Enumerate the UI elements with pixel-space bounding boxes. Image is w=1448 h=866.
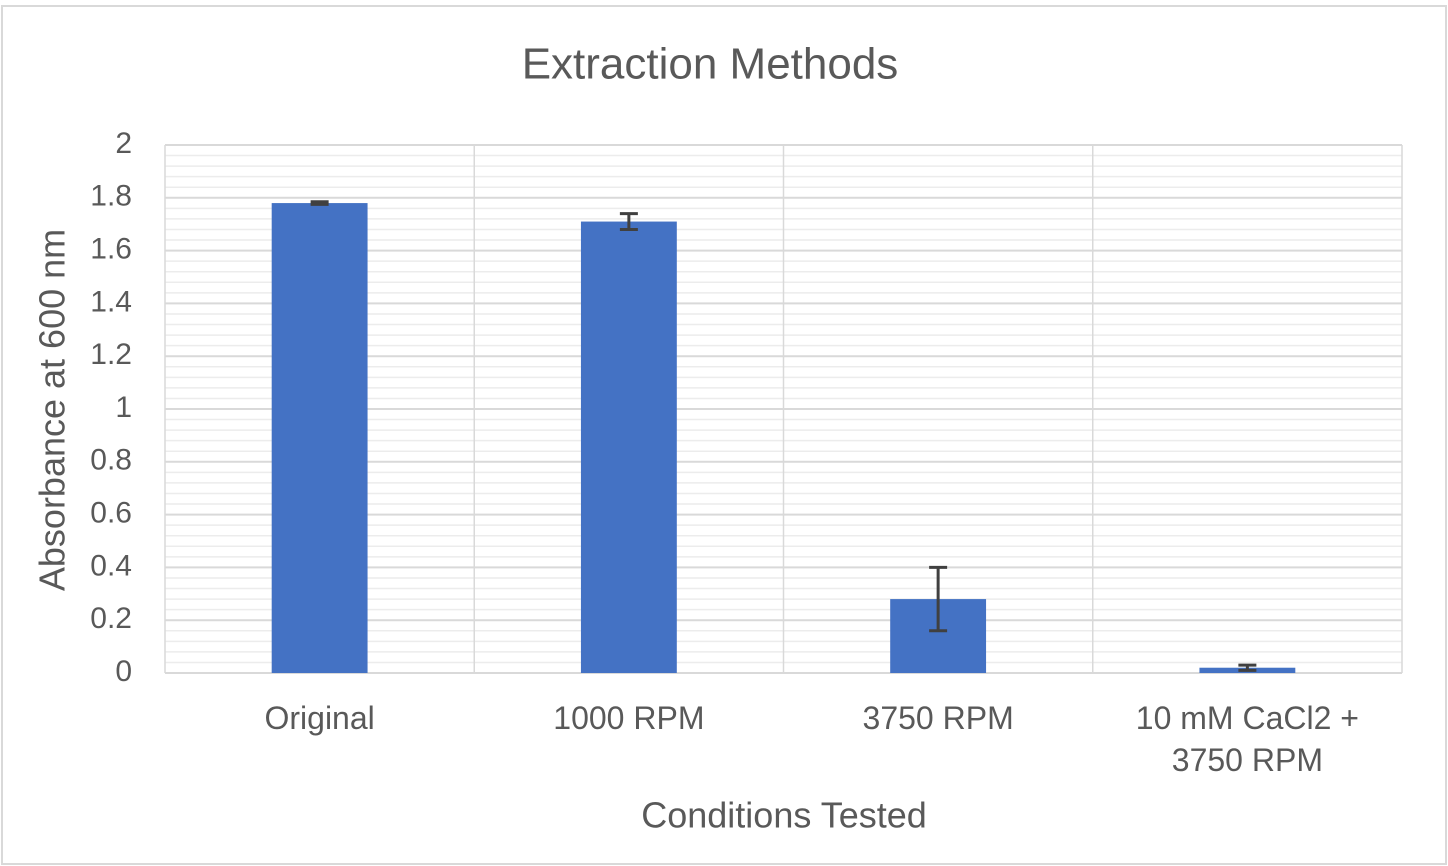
error-bar [1238,663,1257,672]
chart-title: Extraction Methods [522,40,899,89]
y-tick-label: 1 [115,391,132,424]
x-tick-label: 1000 RPM [553,700,705,736]
error-bar [310,200,329,206]
error-bar [619,212,638,231]
y-tick-label: 0 [115,655,132,688]
y-tick-label: 2 [115,127,132,160]
chart-frame [1,5,1447,865]
y-tick-label: 0.8 [90,444,132,477]
y-tick-label: 0.6 [90,497,132,530]
bar [580,221,677,673]
error-bar [929,565,948,633]
x-tick-label: 10 mM CaCl2 + 3750 RPM [1135,700,1359,778]
y-tick-label: 1.6 [90,233,132,266]
y-tick-label: 0.4 [90,549,132,582]
y-axis-label: Absorbance at 600 nm [32,229,73,591]
y-tick-label: 0.2 [90,602,132,635]
x-tick-label: Original [264,700,375,736]
y-tick-label: 1.2 [90,338,132,371]
x-tick-label: 3750 RPM [862,700,1014,736]
bar [271,203,368,673]
y-tick-label: 1.8 [90,180,132,213]
y-tick-label: 1.4 [90,285,132,318]
x-axis-label: Conditions Tested [641,795,927,836]
